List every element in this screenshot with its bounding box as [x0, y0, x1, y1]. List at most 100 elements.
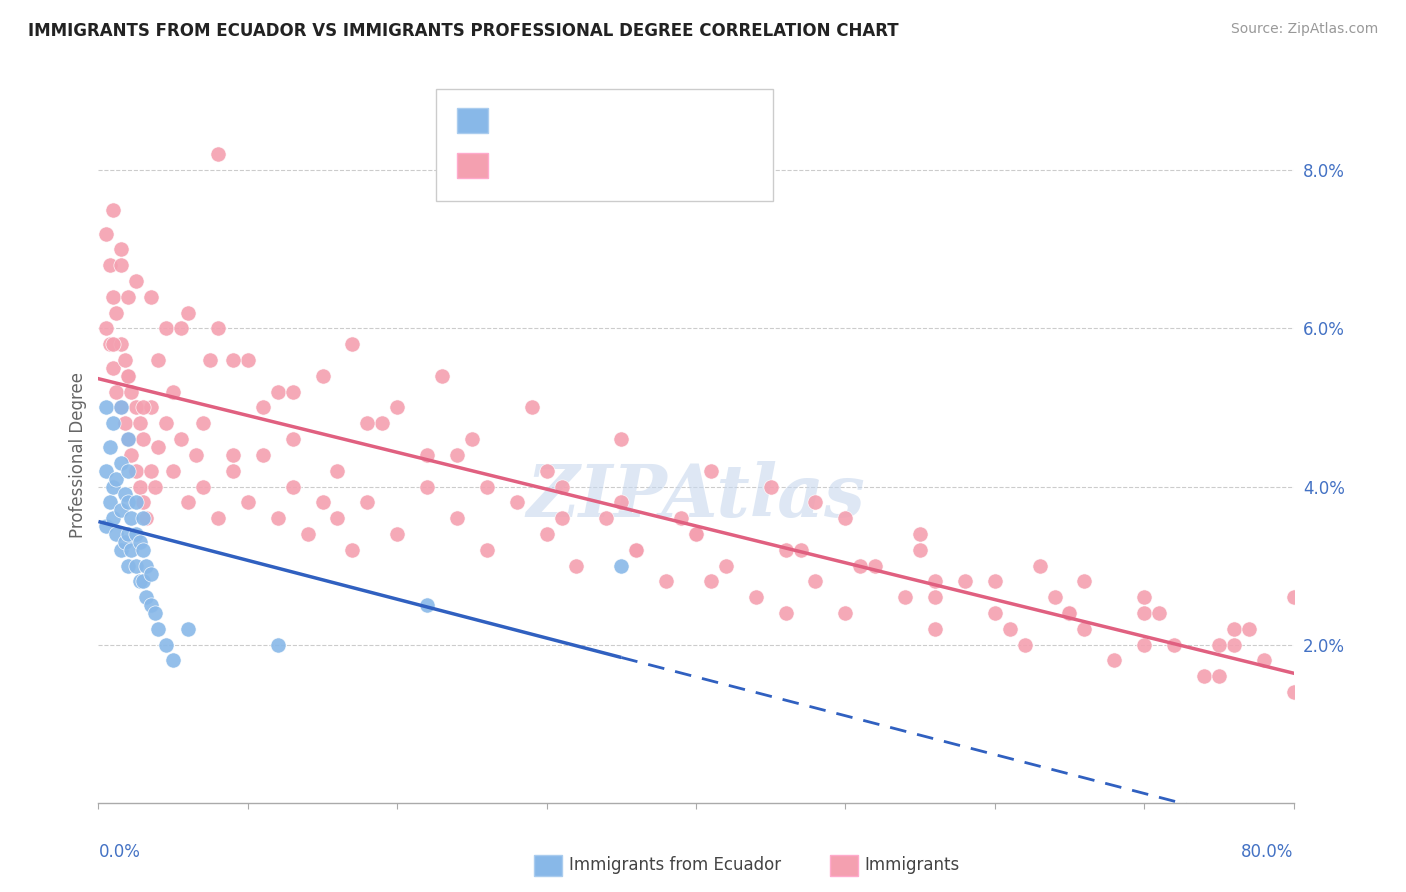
Point: [110, 456, 132, 470]
Point: [169, 321, 191, 335]
Point: [461, 432, 484, 446]
Point: [1208, 669, 1230, 683]
Point: [1223, 622, 1246, 636]
Point: [297, 527, 319, 541]
Point: [1014, 638, 1036, 652]
Point: [114, 487, 136, 501]
Point: [177, 495, 200, 509]
Point: [700, 574, 723, 589]
Point: [120, 384, 142, 399]
Point: [139, 566, 162, 581]
Point: [94, 464, 117, 478]
Point: [236, 353, 259, 368]
Point: [610, 432, 633, 446]
Point: [222, 464, 245, 478]
Point: [1163, 638, 1185, 652]
Point: [311, 368, 333, 383]
Point: [714, 558, 737, 573]
Point: [834, 606, 856, 620]
Point: [506, 495, 529, 509]
Point: [849, 558, 872, 573]
Point: [1237, 622, 1260, 636]
Point: [135, 591, 157, 605]
Point: [117, 432, 139, 446]
Point: [595, 511, 617, 525]
Point: [105, 305, 128, 319]
Point: [125, 527, 148, 541]
Text: N =: N =: [612, 112, 651, 129]
Point: [475, 542, 498, 557]
Point: [745, 591, 768, 605]
Point: [117, 432, 139, 446]
Point: [1253, 653, 1275, 667]
Point: [865, 558, 887, 573]
Point: [94, 321, 117, 335]
Point: [685, 527, 707, 541]
Point: [129, 417, 152, 431]
Point: [184, 448, 207, 462]
Point: [789, 542, 811, 557]
Point: [148, 440, 170, 454]
Point: [669, 511, 692, 525]
Point: [1028, 558, 1050, 573]
Point: [775, 606, 797, 620]
Point: [94, 519, 117, 533]
Point: [117, 368, 139, 383]
Point: [117, 464, 139, 478]
Point: [342, 337, 364, 351]
Point: [117, 368, 139, 383]
Text: 43: 43: [647, 112, 669, 129]
Point: [759, 479, 782, 493]
Point: [103, 360, 125, 375]
Point: [385, 527, 409, 541]
Point: [114, 353, 136, 368]
Point: [1133, 591, 1156, 605]
Point: [1059, 606, 1081, 620]
Point: [110, 337, 132, 351]
Point: [430, 368, 453, 383]
Point: [132, 574, 155, 589]
Point: [110, 542, 132, 557]
Point: [1133, 638, 1156, 652]
Point: [1043, 591, 1066, 605]
Point: [100, 258, 122, 272]
Point: [129, 479, 152, 493]
Point: [311, 495, 333, 509]
Point: [267, 511, 290, 525]
Point: [908, 527, 931, 541]
Y-axis label: Professional Degree: Professional Degree: [69, 372, 87, 538]
Point: [804, 574, 827, 589]
Point: [132, 401, 155, 415]
Point: [252, 401, 274, 415]
Point: [110, 401, 132, 415]
Point: [953, 574, 976, 589]
Point: [125, 464, 148, 478]
Point: [110, 243, 132, 257]
Point: [281, 432, 304, 446]
Point: [155, 638, 177, 652]
Text: Source: ZipAtlas.com: Source: ZipAtlas.com: [1230, 22, 1378, 37]
Point: [117, 527, 139, 541]
Point: [110, 503, 132, 517]
Point: [550, 511, 572, 525]
Point: [207, 147, 229, 161]
Point: [103, 479, 125, 493]
Point: [924, 574, 946, 589]
Point: [207, 321, 229, 335]
Point: [222, 353, 245, 368]
Point: [565, 558, 588, 573]
Point: [105, 527, 128, 541]
Point: [685, 527, 707, 541]
Point: [139, 598, 162, 612]
Point: [536, 464, 558, 478]
Point: [222, 448, 245, 462]
Point: [155, 417, 177, 431]
Point: [446, 448, 468, 462]
Point: [103, 337, 125, 351]
Point: [550, 479, 572, 493]
Point: [342, 542, 364, 557]
Point: [139, 464, 162, 478]
Point: [129, 534, 152, 549]
Point: [191, 479, 214, 493]
Point: [1059, 606, 1081, 620]
